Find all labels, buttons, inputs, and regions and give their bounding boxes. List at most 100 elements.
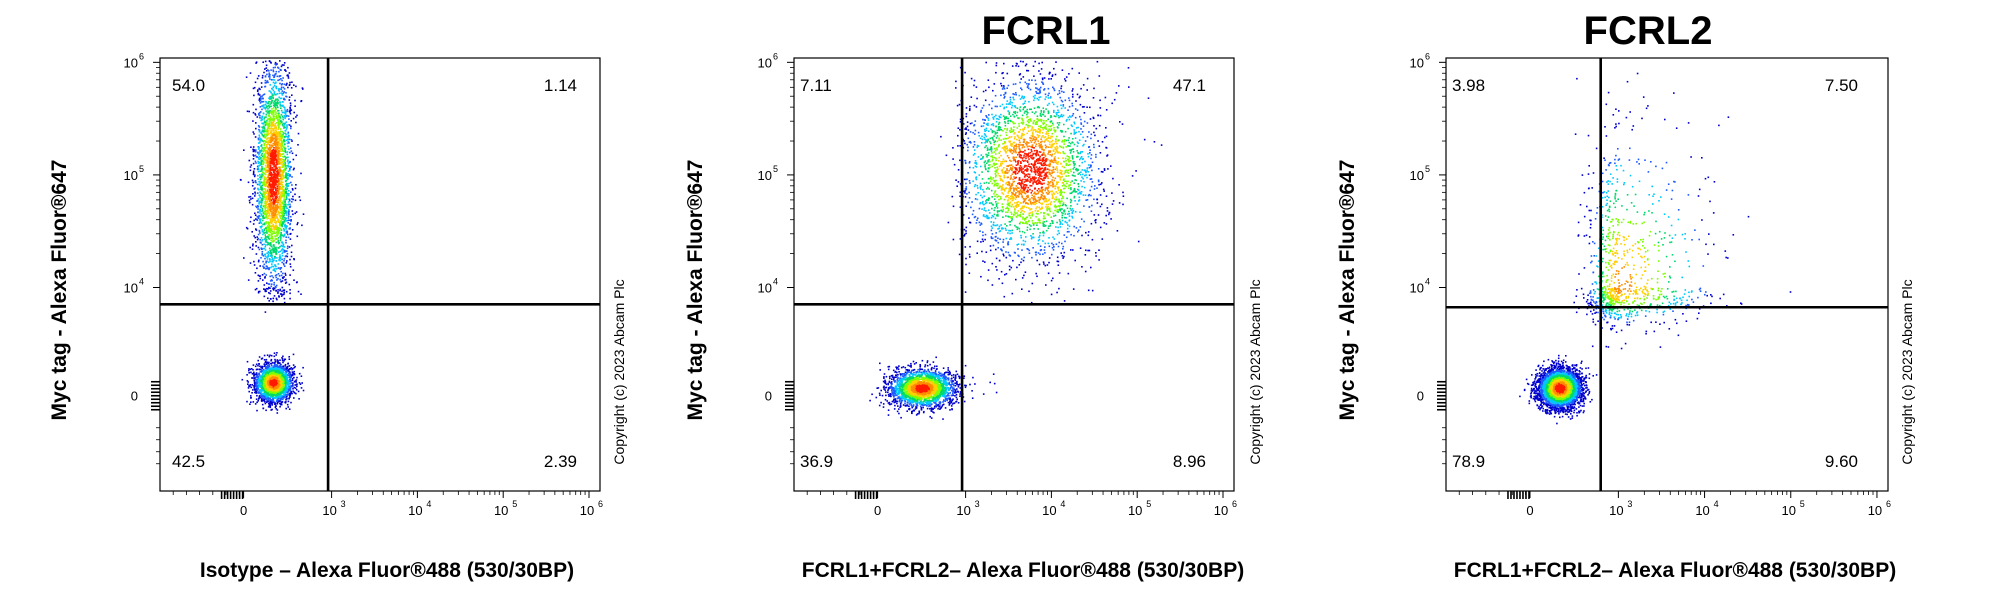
event-dot [279, 368, 281, 370]
event-dot [271, 206, 273, 208]
event-dot [289, 147, 292, 149]
event-dot [275, 400, 278, 402]
event-dot [271, 154, 274, 157]
event-dot [272, 257, 274, 260]
event-dot [267, 251, 270, 253]
event-dot [278, 247, 280, 249]
event-dot [249, 262, 252, 264]
event-dot [269, 148, 272, 151]
event-dot [289, 161, 291, 163]
event-dot [263, 238, 266, 241]
event-dot [271, 364, 273, 367]
event-dot [284, 274, 287, 276]
event-dot [279, 395, 281, 397]
event-dot [270, 227, 273, 229]
event-dot [292, 198, 294, 201]
event-dot [276, 93, 279, 95]
event-dot [278, 367, 280, 370]
event-dot [284, 220, 286, 223]
event-dot [289, 102, 292, 104]
event-dot [264, 159, 266, 161]
event-dot [262, 247, 265, 250]
event-dot [263, 400, 266, 402]
event-dot [278, 175, 280, 177]
event-dot [262, 188, 264, 191]
event-dot [255, 156, 258, 158]
event-dot [286, 387, 289, 389]
event-dot [277, 168, 280, 171]
event-dot [271, 391, 274, 393]
event-dot [289, 368, 291, 370]
event-dot [267, 384, 270, 387]
event-dot [283, 91, 285, 93]
event-dot [267, 398, 270, 401]
event-dot [283, 196, 285, 198]
event-dot [268, 377, 271, 380]
event-dot [287, 177, 289, 179]
event-dot [256, 236, 258, 238]
event-dot [265, 378, 268, 380]
event-dot [297, 290, 300, 293]
event-dot [274, 135, 277, 137]
event-dot [261, 239, 264, 241]
event-dot [263, 106, 266, 109]
event-dot [265, 363, 268, 365]
event-dot [287, 222, 289, 224]
event-dot [266, 133, 268, 136]
event-dot [287, 86, 289, 89]
event-dot [267, 169, 270, 171]
event-dot [267, 261, 270, 264]
event-dot [263, 161, 265, 163]
event-dot [268, 73, 271, 76]
event-dot [259, 277, 262, 280]
event-dot [277, 233, 279, 235]
event-dot [261, 101, 263, 103]
event-dot [289, 392, 292, 395]
event-dot [282, 210, 284, 212]
event-dot [293, 167, 295, 170]
event-dot [261, 182, 264, 184]
event-dot [277, 174, 279, 176]
event-dot [274, 153, 277, 156]
event-dot [269, 182, 271, 185]
event-dot [263, 196, 266, 198]
event-dot [255, 205, 257, 208]
event-dot [275, 184, 277, 186]
event-dot [265, 371, 267, 374]
event-dot [259, 205, 262, 207]
event-dot [254, 113, 256, 115]
event-dot [286, 403, 289, 406]
event-dot [291, 379, 294, 382]
event-dot [256, 384, 258, 386]
event-dot [280, 270, 282, 273]
event-dot [281, 83, 283, 85]
event-dot [290, 255, 293, 258]
event-dot [270, 210, 272, 212]
event-dot [273, 137, 276, 140]
event-dot [267, 243, 270, 245]
event-dot [260, 214, 263, 216]
event-dot [266, 161, 269, 163]
event-dot [268, 121, 271, 123]
event-dot [257, 237, 260, 240]
event-dot [258, 134, 261, 137]
event-dot [272, 129, 275, 131]
event-dot [275, 265, 277, 268]
event-dot [272, 399, 275, 401]
event-dot [256, 183, 259, 186]
event-dot [264, 237, 267, 239]
event-dot [262, 100, 264, 103]
event-dot [265, 144, 268, 146]
event-dot [290, 385, 292, 387]
event-dot [283, 233, 286, 236]
event-dot [266, 288, 268, 290]
event-dot [272, 395, 275, 397]
event-dot [276, 185, 279, 188]
event-dot [256, 200, 258, 202]
event-dot [252, 223, 255, 225]
event-dot [253, 371, 255, 374]
event-dot [255, 253, 258, 255]
event-dot [286, 142, 289, 145]
event-dot [273, 115, 276, 118]
event-dot [278, 147, 280, 149]
